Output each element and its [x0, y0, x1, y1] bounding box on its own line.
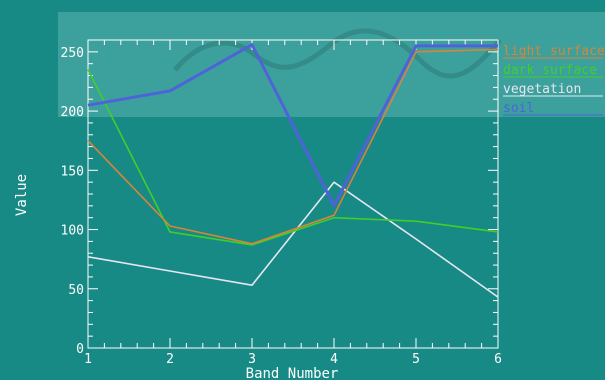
y-axis-label: Value: [14, 174, 30, 216]
series-line-soil: [87, 43, 498, 208]
series-line-vegetation: [87, 181, 499, 298]
y-tick-label: 0: [76, 342, 84, 357]
y-tick-label: 150: [61, 164, 84, 179]
watermark-logo: [173, 28, 502, 79]
x-tick-label: 1: [84, 352, 92, 367]
legend-label-vegetation: vegetation: [503, 82, 581, 97]
x-tick-label: 4: [330, 352, 338, 367]
y-tick-label: 50: [68, 283, 84, 298]
y-tick-label: 250: [61, 46, 84, 61]
x-axis-label: Band Number: [246, 366, 339, 380]
legend-label-soil: soil: [503, 101, 534, 116]
y-tick-label: 100: [61, 224, 84, 239]
watermark-band: [58, 12, 605, 117]
legend-label-dark-surface: dark surface: [503, 63, 597, 78]
x-tick-label: 5: [412, 352, 420, 367]
legend-label-light-surface: light surface: [503, 44, 605, 59]
series-line-dark-surface: [87, 69, 499, 246]
y-tick-label: 200: [61, 105, 84, 120]
x-tick-label: 2: [166, 352, 174, 367]
x-tick-label: 3: [248, 352, 256, 367]
plot-area: 1 2 3 4 5 6 0 50 100 150 200 250: [61, 39, 502, 367]
x-tick-label: 6: [494, 352, 502, 367]
series-line-light-surface: [87, 48, 499, 245]
legend: light surface dark surface vegetation soil: [503, 44, 605, 116]
